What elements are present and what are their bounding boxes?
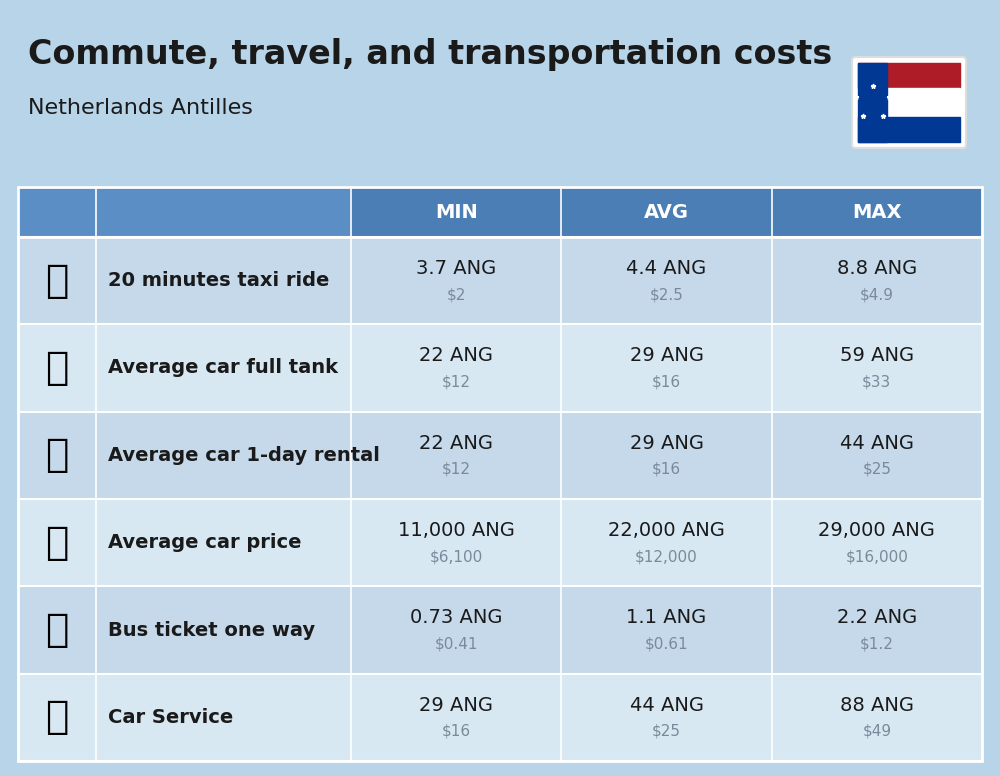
Bar <box>18 587 982 674</box>
Text: 59 ANG: 59 ANG <box>840 347 914 365</box>
Text: $25: $25 <box>652 724 681 739</box>
Bar <box>18 411 982 499</box>
Bar <box>18 324 982 411</box>
Text: 22 ANG: 22 ANG <box>419 347 493 365</box>
Bar <box>561 187 772 237</box>
Text: $12: $12 <box>442 462 471 476</box>
Text: Netherlands Antilles: Netherlands Antilles <box>28 98 253 118</box>
Text: MAX: MAX <box>852 203 902 221</box>
Bar <box>858 116 960 142</box>
Text: $25: $25 <box>862 462 891 476</box>
Text: 22,000 ANG: 22,000 ANG <box>608 521 725 540</box>
Text: 22 ANG: 22 ANG <box>419 434 493 453</box>
Text: Commute, travel, and transportation costs: Commute, travel, and transportation cost… <box>28 39 832 71</box>
Text: 🚕: 🚕 <box>45 262 69 300</box>
Text: 29 ANG: 29 ANG <box>419 696 493 715</box>
Text: 8.8 ANG: 8.8 ANG <box>837 259 917 278</box>
Text: $12,000: $12,000 <box>635 549 698 564</box>
Text: 29 ANG: 29 ANG <box>630 347 704 365</box>
Text: $49: $49 <box>862 724 891 739</box>
Text: $16: $16 <box>442 724 471 739</box>
Text: Average car price: Average car price <box>108 533 302 553</box>
Bar <box>18 674 982 761</box>
Text: 🔧: 🔧 <box>45 698 69 736</box>
Text: 🚗: 🚗 <box>45 524 69 562</box>
Text: 44 ANG: 44 ANG <box>630 696 704 715</box>
Text: 20 minutes taxi ride: 20 minutes taxi ride <box>108 271 329 290</box>
Text: 1.1 ANG: 1.1 ANG <box>626 608 707 628</box>
Text: 2.2 ANG: 2.2 ANG <box>837 608 917 628</box>
Text: 🚙: 🚙 <box>45 436 69 474</box>
Bar <box>18 187 351 237</box>
Text: 29,000 ANG: 29,000 ANG <box>818 521 935 540</box>
Bar <box>858 63 960 88</box>
Text: Average car full tank: Average car full tank <box>108 359 338 377</box>
Text: $12: $12 <box>442 375 471 390</box>
Bar <box>351 187 561 237</box>
Text: 44 ANG: 44 ANG <box>840 434 914 453</box>
Text: $1.2: $1.2 <box>860 636 894 652</box>
Text: Average car 1-day rental: Average car 1-day rental <box>108 446 380 465</box>
Bar <box>772 187 982 237</box>
Text: 4.4 ANG: 4.4 ANG <box>626 259 707 278</box>
Bar <box>18 499 982 587</box>
Text: $16,000: $16,000 <box>845 549 908 564</box>
Text: $0.41: $0.41 <box>434 636 478 652</box>
Bar <box>18 237 982 324</box>
Bar <box>858 88 960 116</box>
Text: $2.5: $2.5 <box>650 287 683 302</box>
Text: MIN: MIN <box>435 203 478 221</box>
Text: $0.61: $0.61 <box>645 636 688 652</box>
Text: 🚌: 🚌 <box>45 611 69 649</box>
Text: ⛽: ⛽ <box>45 349 69 387</box>
FancyBboxPatch shape <box>852 57 966 148</box>
Text: 11,000 ANG: 11,000 ANG <box>398 521 515 540</box>
Text: Bus ticket one way: Bus ticket one way <box>108 621 315 639</box>
Bar <box>858 63 887 142</box>
Text: AVG: AVG <box>644 203 689 221</box>
Text: Car Service: Car Service <box>108 708 233 727</box>
Text: 29 ANG: 29 ANG <box>630 434 704 453</box>
Text: $4.9: $4.9 <box>860 287 894 302</box>
Text: $2: $2 <box>446 287 466 302</box>
Text: $16: $16 <box>652 462 681 476</box>
Text: 0.73 ANG: 0.73 ANG <box>410 608 502 628</box>
Text: 88 ANG: 88 ANG <box>840 696 914 715</box>
Text: $6,100: $6,100 <box>430 549 483 564</box>
Text: 3.7 ANG: 3.7 ANG <box>416 259 496 278</box>
Text: $33: $33 <box>862 375 891 390</box>
Text: $16: $16 <box>652 375 681 390</box>
Bar <box>18 187 982 761</box>
